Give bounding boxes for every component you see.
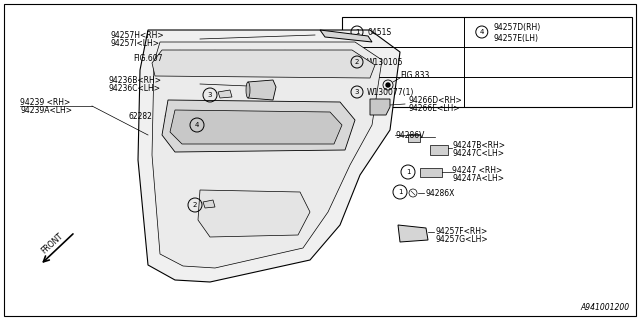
Text: 62282: 62282 [128,111,152,121]
Text: 94257E(LH): 94257E(LH) [494,34,539,43]
Text: 2: 2 [193,202,197,208]
Text: 94286X: 94286X [425,188,454,197]
Text: 94286V: 94286V [395,131,424,140]
Polygon shape [218,90,232,98]
Text: 94236B<RH>: 94236B<RH> [108,76,161,84]
Text: 94247B<RH>: 94247B<RH> [452,140,505,149]
Text: 3: 3 [208,92,212,98]
Polygon shape [248,80,276,100]
Text: 1: 1 [397,189,403,195]
Bar [342,17,632,107]
Bar [420,168,442,177]
Text: 4: 4 [479,29,484,35]
Text: 94247 <RH>: 94247 <RH> [452,165,502,174]
Text: 94247C<LH>: 94247C<LH> [452,148,504,157]
Polygon shape [203,200,215,208]
Polygon shape [398,225,428,242]
Polygon shape [320,30,372,42]
Text: 94257G<LH>: 94257G<LH> [435,236,488,244]
Text: W130105: W130105 [367,58,403,67]
Bar [408,134,420,142]
Polygon shape [138,30,400,282]
Text: 4: 4 [195,122,199,128]
Text: 94239 <RH>: 94239 <RH> [20,98,70,107]
Text: FIG.833: FIG.833 [400,70,429,79]
Polygon shape [162,100,355,152]
Circle shape [386,83,390,87]
Text: 1: 1 [406,169,410,175]
Text: 94266E<LH>: 94266E<LH> [408,103,460,113]
Text: 2: 2 [355,59,359,65]
Text: 94257I<LH>: 94257I<LH> [110,38,159,47]
Polygon shape [370,99,390,115]
Bar [208,121,226,131]
Text: 1: 1 [355,29,359,35]
Text: FIG.607: FIG.607 [133,53,163,62]
Polygon shape [152,42,382,268]
Text: FRONT: FRONT [39,231,65,255]
Polygon shape [170,110,342,144]
Text: A941001200: A941001200 [581,303,630,312]
Text: 94247A<LH>: 94247A<LH> [452,173,504,182]
Text: 94236C<LH>: 94236C<LH> [108,84,160,92]
Text: 0451S: 0451S [367,28,391,36]
Bar [430,145,448,155]
Text: 94257H<RH>: 94257H<RH> [110,30,164,39]
Text: 94257D(RH): 94257D(RH) [494,23,541,32]
Text: 94239A<LH>: 94239A<LH> [20,106,72,115]
Ellipse shape [246,82,250,98]
Text: 94257F<RH>: 94257F<RH> [435,228,487,236]
Text: 94266D<RH>: 94266D<RH> [408,95,461,105]
Text: W130077(1): W130077(1) [367,87,414,97]
Polygon shape [198,190,310,237]
Polygon shape [152,50,375,78]
Text: 3: 3 [355,89,359,95]
